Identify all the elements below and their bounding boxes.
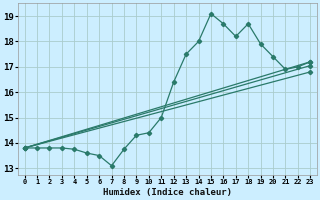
X-axis label: Humidex (Indice chaleur): Humidex (Indice chaleur): [103, 188, 232, 197]
